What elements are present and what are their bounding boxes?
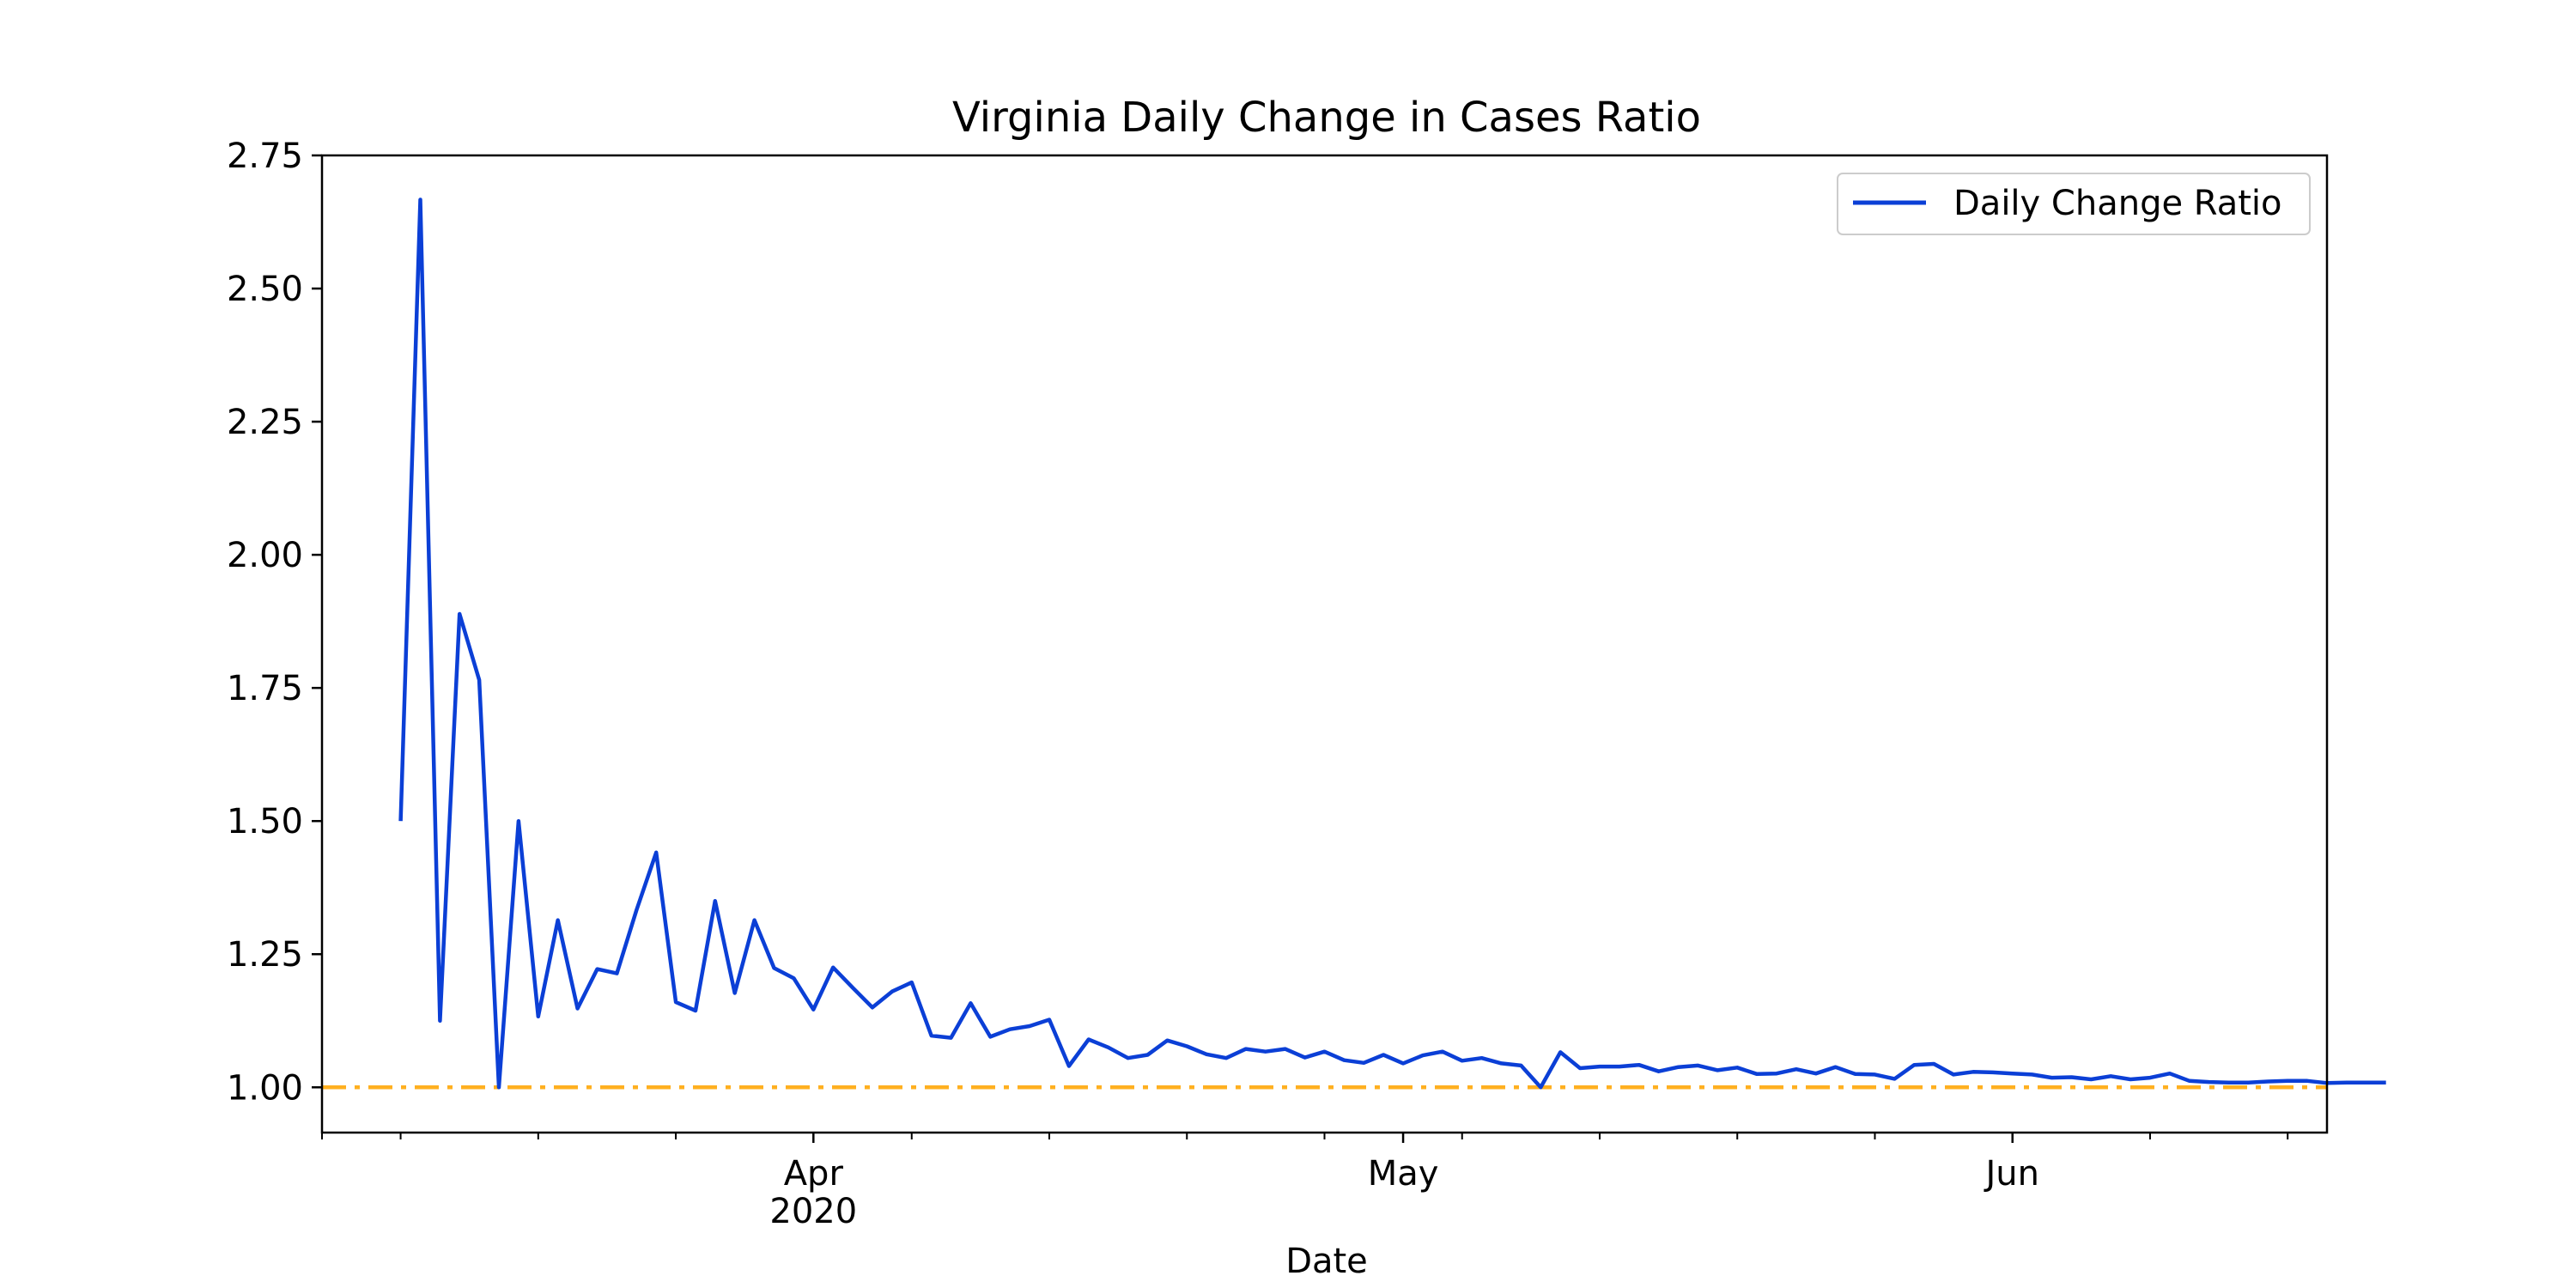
y-tick-label: 2.75 — [227, 137, 303, 176]
legend-label-daily-change-ratio: Daily Change Ratio — [1953, 184, 2281, 223]
y-tick-label: 1.50 — [227, 802, 303, 841]
plot-area — [322, 197, 2386, 1090]
x-tick-label: Apr — [784, 1154, 844, 1194]
y-tick-label: 1.00 — [227, 1068, 303, 1108]
x-tick-label: May — [1368, 1154, 1439, 1194]
y-tick-label: 2.00 — [227, 536, 303, 575]
chart-title: Virginia Daily Change in Cases Ratio — [952, 94, 1701, 142]
legend: Daily Change Ratio — [1837, 173, 2311, 235]
x-tick-label: Jun — [1983, 1154, 2039, 1194]
y-axis: 1.00 1.25 1.50 1.75 2.00 2.25 2.50 2.75 — [227, 137, 322, 1108]
series-line-daily-change-ratio — [398, 197, 2386, 1090]
y-tick-label: 1.75 — [227, 669, 303, 708]
y-tick-label: 2.50 — [227, 270, 303, 309]
y-tick-label: 1.25 — [227, 935, 303, 975]
x-tick-sublabel: 2020 — [769, 1192, 857, 1231]
y-tick-label: 2.25 — [227, 403, 303, 442]
x-axis-label: Date — [1285, 1242, 1368, 1281]
legend-box — [1837, 173, 2311, 235]
